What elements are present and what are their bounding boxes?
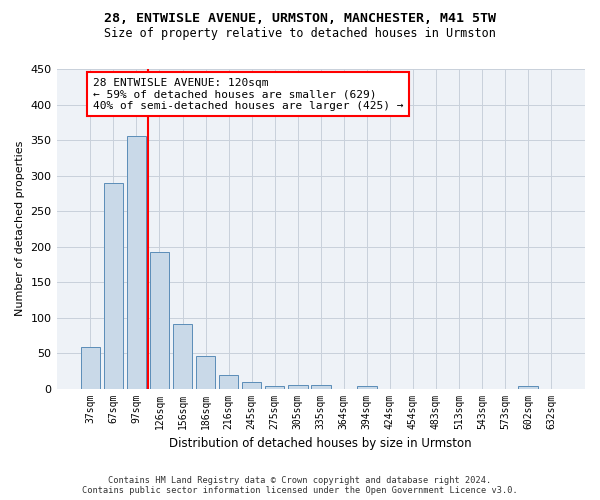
Bar xyxy=(265,386,284,388)
Bar xyxy=(288,385,308,388)
Bar xyxy=(127,136,146,388)
Y-axis label: Number of detached properties: Number of detached properties xyxy=(15,141,25,316)
Text: 28 ENTWISLE AVENUE: 120sqm
← 59% of detached houses are smaller (629)
40% of sem: 28 ENTWISLE AVENUE: 120sqm ← 59% of deta… xyxy=(93,78,404,110)
Text: Size of property relative to detached houses in Urmston: Size of property relative to detached ho… xyxy=(104,28,496,40)
Bar xyxy=(149,252,169,388)
X-axis label: Distribution of detached houses by size in Urmston: Distribution of detached houses by size … xyxy=(169,437,472,450)
Bar xyxy=(311,385,331,388)
Bar xyxy=(104,182,123,388)
Bar xyxy=(518,386,538,388)
Bar xyxy=(242,382,262,388)
Text: Contains HM Land Registry data © Crown copyright and database right 2024.
Contai: Contains HM Land Registry data © Crown c… xyxy=(82,476,518,495)
Bar xyxy=(173,324,193,388)
Bar xyxy=(357,386,377,388)
Text: 28, ENTWISLE AVENUE, URMSTON, MANCHESTER, M41 5TW: 28, ENTWISLE AVENUE, URMSTON, MANCHESTER… xyxy=(104,12,496,26)
Bar xyxy=(196,356,215,388)
Bar xyxy=(80,346,100,389)
Bar xyxy=(219,375,238,388)
